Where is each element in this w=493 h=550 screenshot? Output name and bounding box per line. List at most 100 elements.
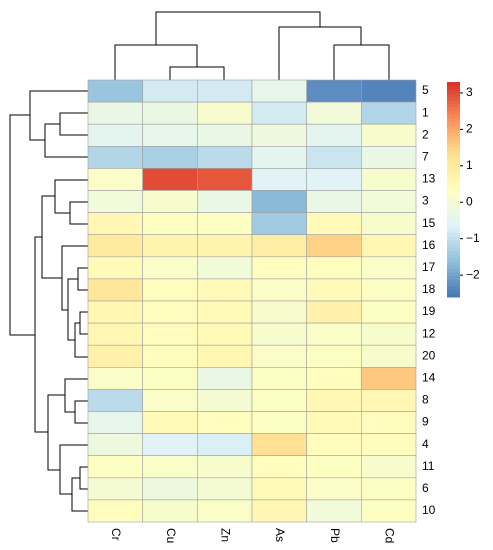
heatmap-cell [306, 123, 362, 147]
colorbar-segment [447, 146, 460, 151]
heatmap-cell [306, 278, 362, 302]
colorbar-segment [447, 225, 460, 230]
row-label: 16 [422, 238, 436, 252]
colorbar-segment [447, 103, 460, 108]
row-label: 19 [422, 304, 436, 318]
heatmap-cell [251, 322, 307, 346]
heatmap-cell [197, 278, 253, 302]
heatmap-cell [197, 79, 253, 103]
row-label: 1 [422, 105, 429, 119]
heatmap-cell [142, 234, 198, 258]
heatmap-cell [361, 477, 417, 501]
heatmap-cell [197, 300, 253, 324]
heatmap-cell [361, 190, 417, 213]
heatmap-cell [87, 300, 143, 324]
colorbar-segment [447, 150, 460, 155]
heatmap-cell [251, 455, 307, 479]
column-label: Zn [218, 528, 232, 542]
heatmap-cell [306, 344, 362, 368]
heatmap-cell [306, 433, 362, 457]
colorbar-segment [447, 236, 460, 241]
heatmap-cell [251, 499, 307, 523]
heatmap-cell [306, 477, 362, 501]
colorbar-segment [447, 153, 460, 158]
heatmap-cell [142, 79, 198, 103]
heatmap-cell [197, 212, 253, 236]
row-label: 11 [422, 459, 435, 473]
heatmap-cell [251, 212, 307, 236]
heatmap-cell [361, 123, 417, 147]
dendrogram-branch [74, 400, 88, 424]
dendrogram-branch [44, 123, 88, 158]
dendrogram-branch [114, 44, 198, 80]
heatmap-cell [197, 234, 253, 258]
dendrogram-branch [64, 378, 88, 413]
column-label: As [273, 528, 287, 542]
heatmap-cell [251, 411, 307, 434]
heatmap-cell [361, 256, 417, 280]
colorbar-segment [447, 254, 460, 259]
dendrogram-branch [59, 444, 88, 495]
heatmap-cell [306, 79, 362, 103]
colorbar-segment [447, 168, 460, 173]
colorbar-segment [447, 142, 460, 147]
row-label: 14 [422, 371, 436, 385]
colorbar-tick-label: −2 [466, 267, 480, 281]
colorbar-segment [447, 189, 460, 194]
heatmap-cell [306, 411, 362, 434]
heatmap-cell [361, 366, 417, 390]
heatmap-cell [306, 168, 362, 191]
heatmap-cell [142, 366, 198, 390]
heatmap-cell [87, 79, 143, 103]
heatmap-cell [87, 411, 143, 434]
colorbar-tick-label: 1 [466, 158, 473, 172]
dendrogram-branch [9, 114, 35, 336]
heatmap-cell [142, 212, 198, 236]
heatmap-cell [87, 212, 143, 236]
heatmap-cell [251, 477, 307, 501]
colorbar-tick-label: 3 [466, 85, 473, 99]
colorbar-tick-label: 0 [466, 194, 473, 208]
colorbar-segment [447, 132, 460, 137]
row-label: 17 [422, 260, 436, 274]
colorbar-segment [447, 114, 460, 119]
heatmap-cell [251, 278, 307, 302]
heatmap-cell [87, 101, 143, 125]
heatmap-cell [306, 256, 362, 280]
heatmap-cell [251, 433, 307, 457]
heatmap-cell [142, 433, 198, 457]
row-label: 13 [422, 172, 436, 186]
heatmap-cell [251, 300, 307, 324]
colorbar-segment [447, 293, 460, 298]
colorbar-segment [447, 182, 460, 187]
heatmap-cell [251, 256, 307, 280]
heatmap-cell [306, 234, 362, 258]
colorbar-segment [447, 96, 460, 101]
dendrogram-branch [278, 26, 362, 80]
heatmap-cell [197, 322, 253, 346]
heatmap-cell [361, 389, 417, 412]
heatmap-cell [142, 300, 198, 324]
colorbar-segment [447, 239, 460, 244]
dendrogram-branch [169, 66, 225, 80]
colorbar-segment [447, 211, 460, 216]
dendrogram-branch [59, 112, 88, 136]
heatmap-cell [361, 300, 417, 324]
colorbar-segment [447, 279, 460, 284]
heatmap-cell [361, 411, 417, 434]
dendrogram-branch [29, 90, 88, 141]
heatmap-cell [142, 477, 198, 501]
heatmap-cell [361, 146, 417, 169]
row-label: 10 [422, 503, 436, 517]
colorbar-segment [447, 268, 460, 273]
heatmap-cell [197, 499, 253, 523]
colorbar-segment [447, 185, 460, 190]
heatmap-cell [306, 190, 362, 213]
colorbar-segment [447, 121, 460, 126]
heatmap-cell [142, 389, 198, 412]
heatmap-cell [87, 146, 143, 169]
dendrogram-branch [61, 245, 88, 311]
heatmap-cell [251, 101, 307, 125]
colorbar-segment [447, 157, 460, 162]
heatmap-cell [361, 433, 417, 457]
